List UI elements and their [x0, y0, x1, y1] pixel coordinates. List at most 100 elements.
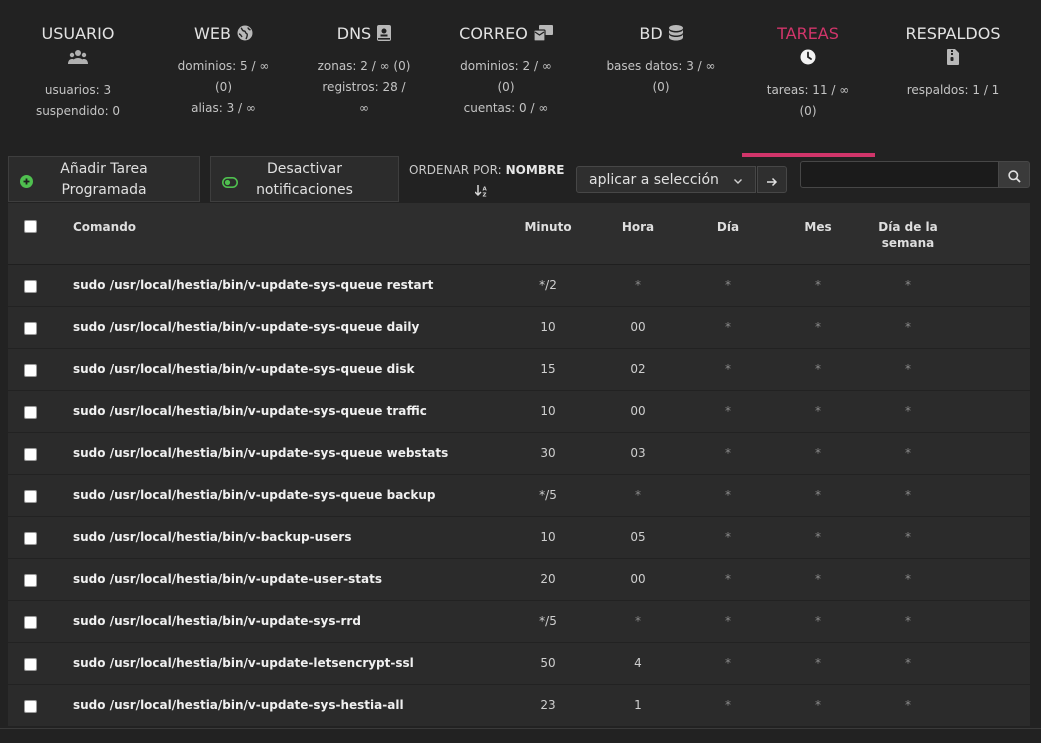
nav-cron-stat-suspended: (0) — [799, 104, 817, 118]
row-weekday: * — [905, 404, 911, 418]
table-row[interactable]: sudo /usr/local/hestia/bin/v-update-sys-… — [8, 685, 1030, 727]
row-checkbox[interactable] — [24, 280, 37, 293]
nav-backup[interactable]: RESPALDOS respaldos: 1 / 1 — [898, 0, 1008, 157]
row-checkbox[interactable] — [24, 490, 37, 503]
row-weekday: * — [905, 698, 911, 712]
disable-notifications-button[interactable]: Desactivar notificaciones — [210, 156, 399, 202]
row-weekday: * — [905, 446, 911, 460]
row-checkbox[interactable] — [24, 448, 37, 461]
nav-dns[interactable]: DNS zonas: 2 / ∞ (0) registros: 28 / ∞ — [308, 0, 420, 157]
bulk-action-select[interactable]: aplicar a selección — [576, 166, 756, 193]
table-row[interactable]: sudo /usr/local/hestia/bin/v-update-lets… — [8, 643, 1030, 685]
table-row[interactable]: sudo /usr/local/hestia/bin/v-update-sys-… — [8, 601, 1030, 643]
row-month: * — [815, 530, 821, 544]
add-cron-job-button[interactable]: Añadir Tarea Programada — [8, 156, 200, 202]
row-hour: 4 — [634, 656, 642, 670]
table-row[interactable]: sudo /usr/local/hestia/bin/v-update-sys-… — [8, 475, 1030, 517]
nav-db[interactable]: BD bases datos: 3 / ∞ (0) — [596, 0, 726, 157]
header-weekday-line2: semana — [881, 236, 935, 250]
cron-jobs-table: Comando Minuto Hora Día Mes Día de la se… — [8, 203, 1030, 727]
row-command[interactable]: sudo /usr/local/hestia/bin/v-update-sys-… — [73, 278, 434, 292]
row-weekday: * — [905, 488, 911, 502]
table-row[interactable]: sudo /usr/local/hestia/bin/v-update-sys-… — [8, 349, 1030, 391]
row-weekday: * — [905, 362, 911, 376]
search-input[interactable] — [800, 161, 999, 188]
search-button[interactable] — [998, 161, 1030, 188]
row-checkbox[interactable] — [24, 532, 37, 545]
row-month: * — [815, 404, 821, 418]
row-checkbox[interactable] — [24, 322, 37, 335]
row-checkbox[interactable] — [24, 406, 37, 419]
nav-dns-stat-records: registros: 28 / — [322, 80, 406, 94]
sort-value[interactable]: NOMBRE — [505, 163, 565, 177]
nav-web-stat-domains: dominios: 5 / ∞ — [177, 59, 270, 73]
row-checkbox[interactable] — [24, 574, 37, 587]
nav-backup-stat-backups: respaldos: 1 / 1 — [906, 83, 1000, 97]
nav-cron-title: TAREAS — [777, 24, 839, 43]
row-command[interactable]: sudo /usr/local/hestia/bin/v-update-sys-… — [73, 320, 420, 334]
row-month: * — [815, 488, 821, 502]
header-command[interactable]: Comando — [73, 220, 137, 234]
chevron-down-icon — [733, 174, 743, 190]
row-hour: 05 — [630, 530, 646, 544]
row-command[interactable]: sudo /usr/local/hestia/bin/v-update-lets… — [73, 656, 414, 670]
row-minute: 50 — [540, 656, 556, 670]
row-command[interactable]: sudo /usr/local/hestia/bin/v-update-sys-… — [73, 404, 427, 418]
select-all-checkbox[interactable] — [24, 220, 37, 233]
row-command[interactable]: sudo /usr/local/hestia/bin/v-update-sys-… — [73, 698, 404, 712]
disable-notifications-label-2: notificaciones — [256, 182, 353, 198]
apply-bulk-action-button[interactable] — [757, 166, 787, 193]
row-command[interactable]: sudo /usr/local/hestia/bin/v-backup-user… — [73, 530, 352, 544]
row-minute: 30 — [540, 446, 556, 460]
row-hour: 1 — [634, 698, 642, 712]
row-day: * — [725, 362, 731, 376]
nav-mail[interactable]: CORREO dominios: 2 / ∞ (0) cuentas: 0 / … — [447, 0, 565, 157]
row-checkbox[interactable] — [24, 658, 37, 671]
nav-dns-stat-records-limit: ∞ — [359, 101, 369, 115]
table-row[interactable]: sudo /usr/local/hestia/bin/v-update-sys-… — [8, 433, 1030, 475]
row-hour: * — [635, 614, 641, 628]
row-minute: 10 — [540, 404, 556, 418]
table-header: Comando Minuto Hora Día Mes Día de la se… — [8, 203, 1030, 265]
row-checkbox[interactable] — [24, 616, 37, 629]
row-checkbox[interactable] — [24, 364, 37, 377]
row-weekday: * — [905, 572, 911, 586]
row-month: * — [815, 572, 821, 586]
header-weekday: Día de la semana — [866, 219, 950, 251]
row-minute: 10 — [540, 530, 556, 544]
row-command[interactable]: sudo /usr/local/hestia/bin/v-update-sys-… — [73, 362, 415, 376]
nav-mail-stat-accounts: cuentas: 0 / ∞ — [463, 101, 549, 115]
nav-user-stat-users: usuarios: 3 — [44, 83, 112, 97]
table-row[interactable]: sudo /usr/local/hestia/bin/v-update-sys-… — [8, 265, 1030, 307]
row-hour: 00 — [630, 320, 646, 334]
book-icon — [377, 25, 392, 45]
row-command[interactable]: sudo /usr/local/hestia/bin/v-update-sys-… — [73, 446, 449, 460]
toggle-on-icon — [222, 174, 238, 195]
nav-dns-stat-zones: zonas: 2 / ∞ (0) — [317, 59, 411, 73]
row-command[interactable]: sudo /usr/local/hestia/bin/v-update-sys-… — [73, 614, 361, 628]
row-minute: */5 — [539, 614, 557, 628]
table-row[interactable]: sudo /usr/local/hestia/bin/v-update-sys-… — [8, 307, 1030, 349]
header-month: Mes — [804, 220, 832, 234]
table-row[interactable]: sudo /usr/local/hestia/bin/v-update-sys-… — [8, 391, 1030, 433]
row-command[interactable]: sudo /usr/local/hestia/bin/v-update-sys-… — [73, 488, 436, 502]
row-minute: */2 — [539, 278, 557, 292]
nav-user[interactable]: USUARIO usuarios: 3 suspendido: 0 — [24, 0, 132, 157]
row-weekday: * — [905, 530, 911, 544]
table-row[interactable]: sudo /usr/local/hestia/bin/v-backup-user… — [8, 517, 1030, 559]
row-month: * — [815, 278, 821, 292]
nav-mail-stat-domains: dominios: 2 / ∞ — [460, 59, 552, 73]
sort-label: ORDENAR POR: — [409, 163, 502, 177]
nav-web-stat-aliases: alias: 3 / ∞ — [191, 101, 256, 115]
nav-web[interactable]: WEB dominios: 5 / ∞ (0) alias: 3 / ∞ — [166, 0, 281, 157]
page-bottom-divider — [0, 728, 1041, 729]
top-stats-nav: USUARIO usuarios: 3 suspendido: 0 WEB do… — [0, 0, 1041, 157]
row-command[interactable]: sudo /usr/local/hestia/bin/v-update-user… — [73, 572, 382, 586]
table-row[interactable]: sudo /usr/local/hestia/bin/v-update-user… — [8, 559, 1030, 601]
nav-cron[interactable]: TAREAS tareas: 11 / ∞ (0) — [752, 0, 864, 157]
row-minute: 15 — [540, 362, 556, 376]
row-checkbox[interactable] — [24, 700, 37, 713]
sort-control[interactable]: ORDENAR POR: NOMBRE — [409, 163, 564, 177]
row-day: * — [725, 488, 731, 502]
